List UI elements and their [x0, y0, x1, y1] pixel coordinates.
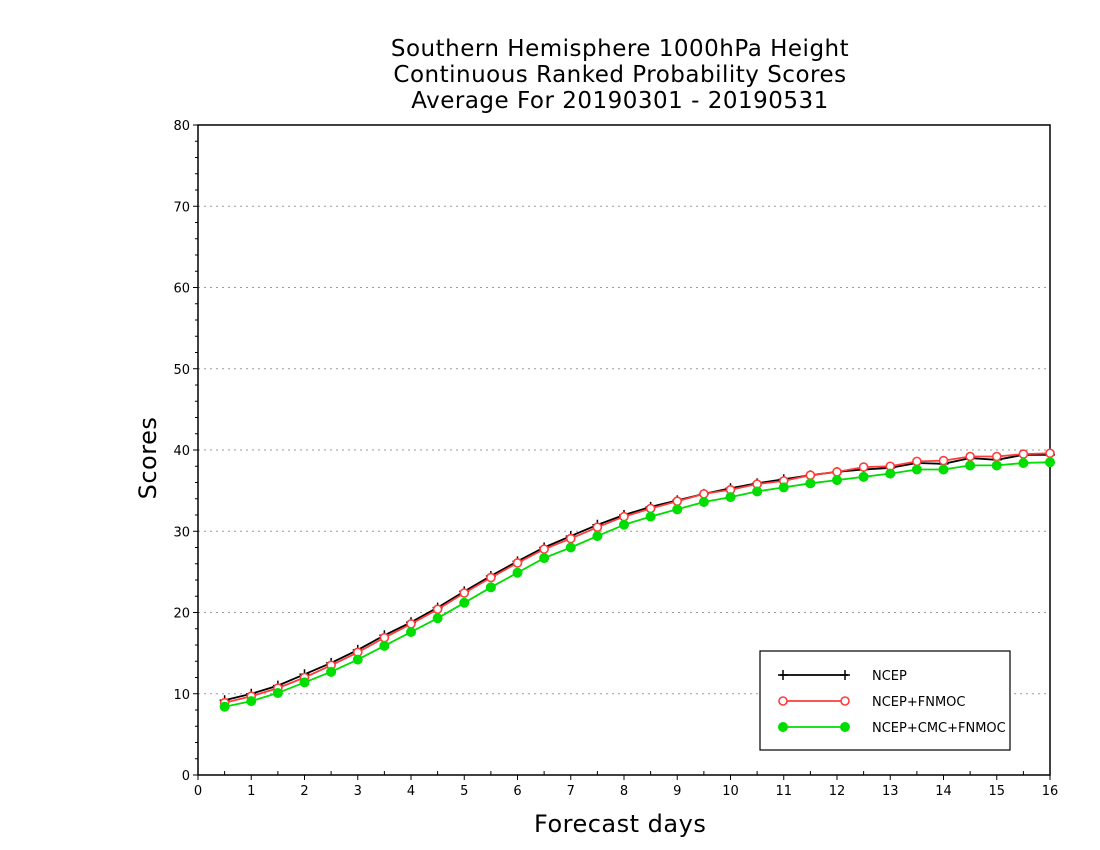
data-point — [858, 462, 869, 472]
x-tick-label: 10 — [722, 784, 739, 799]
data-point — [219, 701, 230, 712]
data-point — [379, 632, 390, 643]
data-point — [938, 464, 949, 475]
data-point — [512, 567, 523, 578]
data-point — [619, 511, 629, 522]
legend-marker — [778, 670, 788, 680]
y-tick-label: 50 — [173, 363, 190, 378]
data-point — [379, 640, 390, 651]
data-point — [911, 464, 922, 475]
series-line-ncep — [224, 453, 1050, 702]
data-point — [885, 468, 896, 479]
data-point — [778, 482, 789, 493]
data-point — [698, 497, 709, 507]
data-point — [858, 471, 869, 482]
x-tick-label: 4 — [407, 784, 415, 799]
data-point — [352, 654, 363, 665]
x-tick-label: 6 — [513, 784, 521, 799]
data-point — [565, 533, 576, 544]
x-tick-label: 1 — [247, 784, 255, 799]
data-point — [406, 619, 416, 629]
data-point — [485, 582, 496, 593]
x-axis-label: Forecast days — [534, 810, 707, 838]
y-tick-label: 10 — [173, 688, 190, 703]
data-point — [645, 503, 656, 514]
data-point — [512, 558, 523, 568]
data-point — [965, 451, 975, 462]
data-point — [406, 627, 416, 637]
data-point — [432, 613, 443, 624]
data-point — [539, 553, 550, 564]
x-tick-label: 11 — [775, 784, 792, 799]
legend-label: NCEP — [872, 669, 907, 684]
data-point — [672, 504, 683, 515]
data-point — [805, 478, 816, 489]
legend-label: NCEP+CMC+FNMOC — [872, 721, 1006, 736]
legend-label: NCEP+FNMOC — [872, 695, 965, 710]
data-point — [699, 489, 709, 499]
data-point — [486, 572, 496, 583]
legend-marker — [840, 696, 850, 706]
x-tick-label: 0 — [194, 784, 202, 799]
data-point — [432, 604, 443, 615]
title-line-1: Southern Hemisphere 1000hPa Height — [390, 36, 850, 62]
data-point — [272, 687, 283, 698]
data-point — [1018, 458, 1029, 468]
x-tick-label: 3 — [354, 784, 362, 799]
x-tick-label: 13 — [882, 784, 899, 799]
x-tick-label: 5 — [460, 784, 468, 799]
x-tick-label: 9 — [673, 784, 681, 799]
data-point — [832, 475, 842, 486]
x-tick-label: 16 — [1042, 784, 1059, 799]
data-point — [565, 542, 576, 553]
legend-marker — [778, 696, 788, 706]
data-point — [539, 544, 549, 554]
legend-marker — [840, 670, 850, 680]
data-point — [1045, 448, 1055, 459]
data-point — [645, 511, 656, 522]
data-point — [912, 456, 922, 467]
data-point — [1045, 457, 1055, 468]
y-tick-label: 80 — [173, 119, 190, 134]
data-point — [1018, 449, 1029, 459]
title-line-3: Average For 20190301 - 20190531 — [411, 88, 829, 114]
x-tick-label: 7 — [567, 784, 575, 799]
x-tick-label: 15 — [988, 784, 1005, 799]
y-tick-label: 60 — [173, 282, 190, 297]
data-point — [965, 460, 976, 471]
x-tick-label: 2 — [300, 784, 308, 799]
x-tick-label: 14 — [935, 784, 952, 799]
data-point — [991, 451, 1002, 462]
data-point — [299, 677, 310, 688]
data-point — [805, 470, 816, 480]
data-point — [938, 455, 949, 466]
y-tick-label: 20 — [173, 607, 190, 622]
data-point — [592, 522, 603, 532]
y-tick-label: 70 — [173, 200, 190, 215]
data-point — [459, 597, 470, 608]
data-point — [592, 531, 603, 542]
data-point — [832, 467, 842, 477]
legend-marker — [840, 722, 850, 732]
y-tick-label: 30 — [173, 525, 190, 540]
data-point — [752, 486, 763, 497]
data-point — [672, 496, 683, 506]
data-point — [619, 519, 629, 530]
x-tick-label: 8 — [620, 784, 628, 799]
x-tick-label: 12 — [829, 784, 846, 799]
data-point — [991, 460, 1002, 471]
data-point — [459, 588, 470, 598]
y-tick-label: 40 — [173, 444, 190, 459]
data-point — [725, 492, 736, 503]
title-line-2: Continuous Ranked Probability Scores — [393, 62, 847, 88]
data-point — [246, 696, 257, 707]
data-point — [326, 666, 337, 677]
legend-marker — [778, 722, 788, 732]
y-tick-label: 0 — [182, 769, 190, 784]
